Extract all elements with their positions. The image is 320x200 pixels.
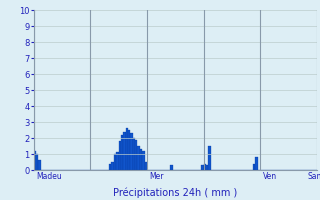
Text: Madeu: Madeu [36, 172, 62, 181]
Bar [128, 130, 130, 170]
Bar [140, 149, 142, 170]
Bar [38, 160, 41, 170]
Bar [206, 165, 208, 170]
Bar [34, 151, 36, 170]
Bar [123, 132, 126, 170]
Bar [171, 165, 173, 170]
Bar [116, 152, 118, 170]
Bar [126, 128, 128, 170]
Bar [130, 133, 133, 170]
Text: Mer: Mer [149, 172, 164, 181]
Text: Précipitations 24h ( mm ): Précipitations 24h ( mm ) [113, 188, 237, 198]
Bar [119, 141, 121, 170]
Bar [133, 138, 135, 170]
Bar [36, 154, 38, 170]
Bar [204, 164, 206, 170]
Bar [111, 162, 114, 170]
Bar [138, 146, 140, 170]
Bar [201, 165, 204, 170]
Text: Ven: Ven [262, 172, 277, 181]
Bar [208, 146, 211, 170]
Bar [145, 162, 147, 170]
Bar [135, 140, 138, 170]
Bar [253, 164, 255, 170]
Bar [142, 151, 145, 170]
Bar [109, 164, 111, 170]
Text: Sam|: Sam| [308, 172, 320, 181]
Bar [114, 154, 116, 170]
Bar [255, 157, 258, 170]
Bar [121, 135, 123, 170]
